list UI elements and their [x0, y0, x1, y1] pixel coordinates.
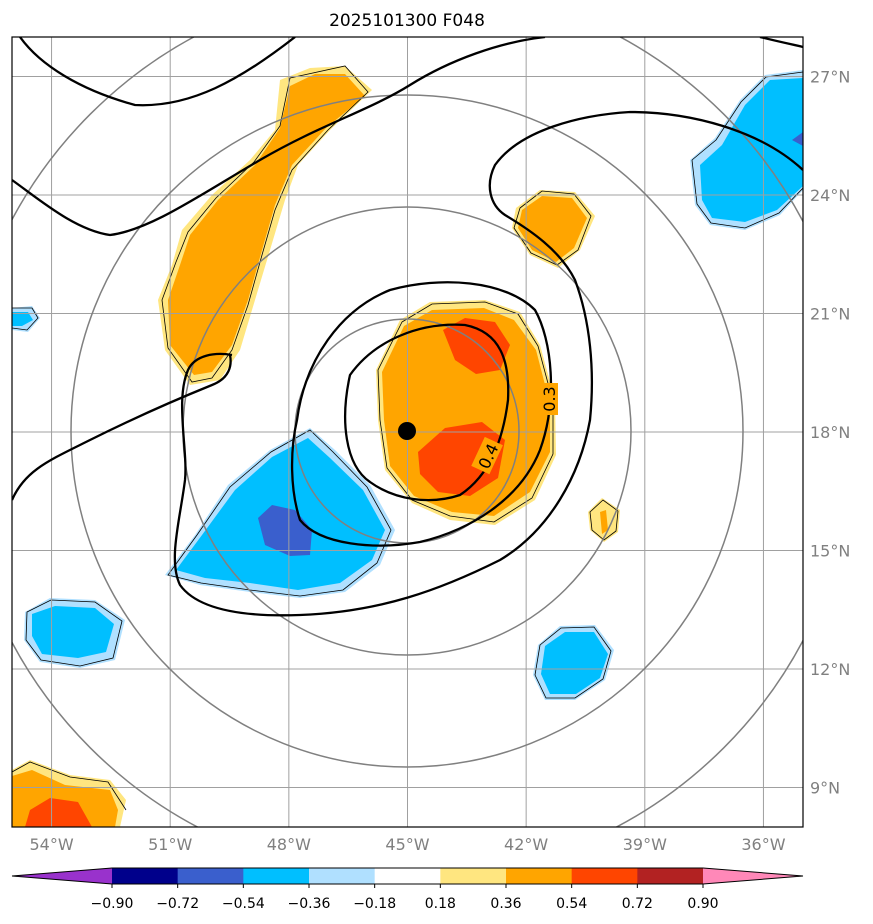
- latitude-tick-label: 27°N: [810, 68, 850, 87]
- colorbar-swatch: [112, 868, 179, 884]
- latitude-tick-label: 15°N: [810, 542, 850, 561]
- longitude-tick-labels: 54°W 51°W 48°W 45°W 42°W 39°W 36°W: [29, 835, 785, 854]
- contour-outer: [173, 110, 803, 617]
- figure-title: 2025101300 F048: [329, 11, 485, 31]
- colorbar-tick-label: −0.18: [353, 896, 396, 912]
- colorbar: −0.90 −0.72 −0.54 −0.36 −0.18 0.18 0.36 0.54 0.7…: [11, 867, 804, 912]
- colorbar-tick-label: 0.90: [687, 896, 718, 912]
- latitude-tick-labels: 27°N 24°N 21°N 18°N 15°N 12°N 9°N: [810, 68, 850, 798]
- thin-contour: [534, 626, 612, 699]
- thin-contour: [377, 301, 554, 523]
- thin-contour: [691, 159, 803, 229]
- map-area: 0.3 0.4: [12, 37, 803, 827]
- latitude-tick-label: 12°N: [810, 660, 850, 679]
- thick-contours: [12, 37, 803, 617]
- longitude-tick-label: 36°W: [741, 835, 785, 854]
- longitude-tick-label: 51°W: [148, 835, 192, 854]
- contour-ne-corner: [759, 37, 803, 49]
- strong-anomaly-sw: [25, 798, 92, 827]
- longitude-tick-label: 48°W: [267, 835, 311, 854]
- thin-contour: [12, 761, 127, 811]
- colorbar-tick-label: −0.90: [91, 896, 134, 912]
- positive-anomaly-ne-core: [518, 196, 587, 262]
- colorbar-swatch: [374, 868, 441, 884]
- thin-contour: [25, 599, 123, 667]
- colorbar-swatch: [243, 868, 310, 884]
- colorbar-swatch: [703, 868, 803, 884]
- contour-west: [12, 354, 232, 501]
- colorbar-swatch: [637, 868, 704, 884]
- longitude-tick-label: 54°W: [29, 835, 73, 854]
- positive-anomaly-core-nw: [168, 74, 365, 375]
- thin-contour: [513, 190, 592, 266]
- storm-center-marker: [398, 422, 416, 440]
- range-ring: [70, 94, 744, 768]
- contour-label: 0.3: [540, 386, 559, 411]
- colorbar-tick-label: −0.72: [156, 896, 199, 912]
- graticule: [12, 37, 803, 827]
- thin-contour: [589, 499, 619, 541]
- colorbar-swatch: [571, 868, 638, 884]
- map-frame: [11, 36, 804, 828]
- positive-anomaly-small-e-core: [600, 510, 608, 534]
- colorbar-swatch: [309, 868, 376, 884]
- colorbar-swatch: [440, 868, 507, 884]
- longitude-tick-label: 39°W: [623, 835, 667, 854]
- contour-north: [12, 37, 546, 237]
- negative-anomaly-ne-core: [700, 78, 803, 222]
- colorbar-tick-label: 0.36: [490, 896, 521, 912]
- anomaly-fills: [12, 66, 803, 827]
- negative-anomaly-se-core: [541, 632, 608, 694]
- latitude-tick-label: 24°N: [810, 186, 850, 205]
- colorbar-tick-label: −0.54: [222, 896, 265, 912]
- longitude-tick-label: 42°W: [504, 835, 548, 854]
- negative-anomaly-sw-core: [32, 606, 114, 658]
- colorbar-tick-label: 0.54: [556, 896, 587, 912]
- strong-negative-anomaly-ne: [792, 132, 803, 146]
- thin-contour: [167, 429, 392, 597]
- colorbar-tick-label: −0.36: [288, 896, 331, 912]
- colorbar-tick-label: 0.72: [622, 896, 653, 912]
- colorbar-swatch: [12, 868, 112, 884]
- latitude-tick-label: 21°N: [810, 305, 850, 324]
- longitude-tick-label: 45°W: [385, 835, 429, 854]
- latitude-tick-label: 9°N: [810, 779, 840, 798]
- thin-contour: [12, 307, 39, 331]
- thin-contour: [161, 65, 369, 383]
- colorbar-swatch: [506, 868, 573, 884]
- colorbar-tick-label: 0.18: [425, 896, 456, 912]
- contour-nw: [19, 37, 296, 107]
- contour-0.3: [290, 281, 553, 547]
- colorbar-swatch: [177, 868, 244, 884]
- negative-anomaly-w-edge-core: [12, 312, 33, 326]
- latitude-tick-label: 18°N: [810, 423, 850, 442]
- thin-outline-contours: [12, 65, 803, 811]
- thin-contour: [691, 71, 803, 161]
